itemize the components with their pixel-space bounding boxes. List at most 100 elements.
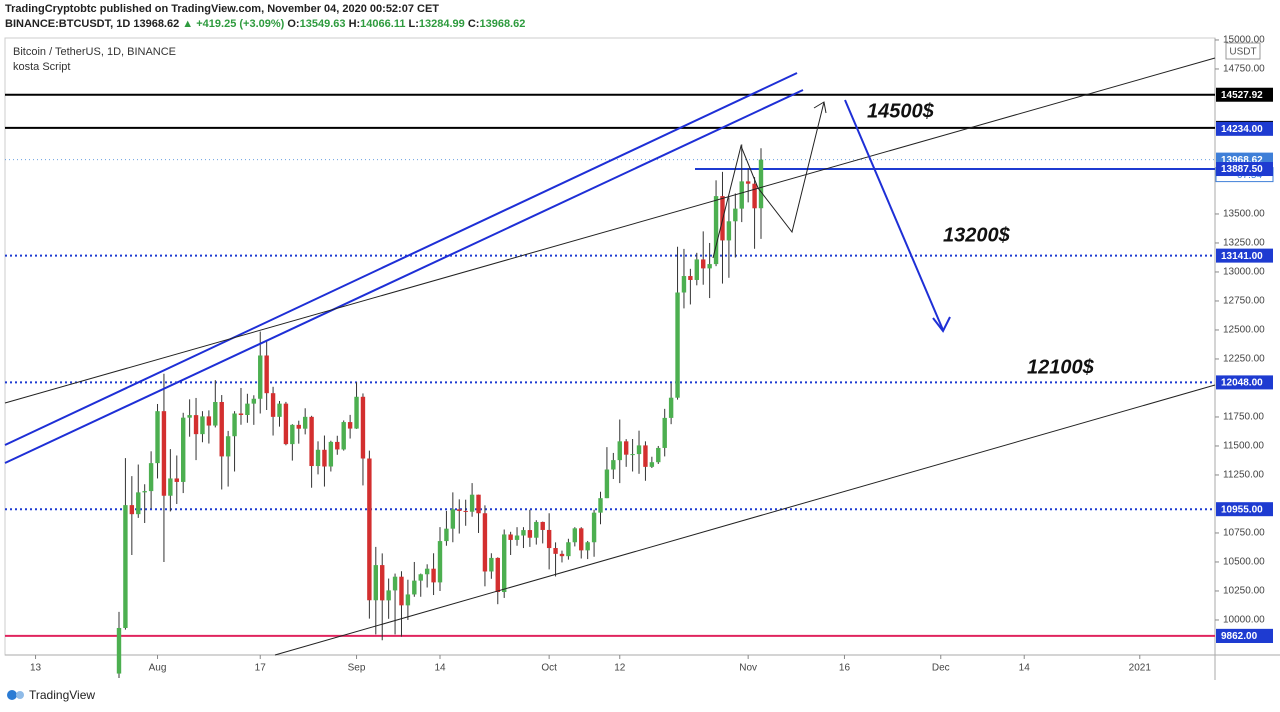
candle-body <box>521 530 526 536</box>
channel-line <box>4 72 798 446</box>
ohlc-label: C: <box>467 18 480 30</box>
candle-body <box>264 355 269 394</box>
candle-body <box>546 529 552 549</box>
candle-body <box>148 463 154 492</box>
arrow-head <box>932 316 951 333</box>
candle-body <box>302 416 308 429</box>
candle-body <box>116 627 122 674</box>
candle-body <box>514 535 520 540</box>
y-tick-label: 10750.00 <box>1223 528 1265 539</box>
candle-body <box>193 415 199 435</box>
candle-body <box>591 512 597 543</box>
trend-line <box>274 384 1216 656</box>
candle-body <box>752 183 757 209</box>
candle-body <box>572 528 578 543</box>
price-tag-label: 9862.00 <box>1221 631 1258 642</box>
annotation: 14500$ <box>867 100 935 122</box>
price: 13968.62 <box>133 18 180 30</box>
candle-body <box>611 460 616 470</box>
candle-body <box>457 509 462 511</box>
price-tag-label: 12048.00 <box>1221 378 1263 389</box>
candle-body <box>315 449 321 467</box>
candle-body <box>129 505 135 515</box>
price-tag <box>1216 628 1273 643</box>
x-tick-label: 13 <box>30 663 42 674</box>
x-tick-label: 14 <box>1019 663 1031 674</box>
candle-body <box>142 491 147 493</box>
ohlc-value: 14066.11 <box>360 18 406 30</box>
candle-body <box>245 403 250 415</box>
marks <box>5 93 1215 678</box>
y-tick-label: 13500.00 <box>1223 209 1265 220</box>
path-sketch <box>712 101 825 259</box>
ohlc-value: 13284.99 <box>418 18 465 30</box>
candle-body <box>739 181 744 209</box>
candle-body <box>534 521 539 538</box>
price-tag-label: 13141.00 <box>1221 251 1263 262</box>
x-tick-label: Aug <box>149 663 167 674</box>
candle-body <box>380 565 385 601</box>
candle-body <box>392 576 398 591</box>
candle-body <box>309 416 314 467</box>
candle-body <box>444 528 449 542</box>
ohlc-value: 13549.63 <box>299 18 346 30</box>
y-tick-label: 12500.00 <box>1223 325 1265 336</box>
candle-body <box>649 462 655 467</box>
pane <box>4 37 1216 656</box>
ohlc: O:13549.63 H:14066.11 L:13284.99 C:13968… <box>287 18 525 30</box>
candle-body <box>527 530 533 538</box>
price-tag <box>1216 375 1273 390</box>
candle-body <box>347 422 353 429</box>
y-tick-label: 12750.00 <box>1223 296 1265 307</box>
candle-body <box>290 424 295 445</box>
channel-line <box>4 89 804 464</box>
y-tick-label: 10500.00 <box>1223 557 1265 568</box>
symbol-line: BINANCE:BTCUSDT, 1D 13968.62 ▲ +419.25 (… <box>5 18 525 30</box>
candle-body <box>585 542 590 551</box>
x-tick-label: Sep <box>348 663 366 674</box>
candle-body <box>540 521 545 530</box>
candle-body <box>399 576 404 606</box>
price-tag <box>1216 87 1273 102</box>
candle-body <box>726 221 732 241</box>
candle-body <box>219 402 224 457</box>
candle-body <box>431 568 436 583</box>
price-tag-label: 14527.92 <box>1221 90 1263 101</box>
candle-body <box>373 565 378 601</box>
candle-body <box>367 458 372 601</box>
currency: USDT <box>1229 47 1256 58</box>
candle-body <box>251 398 257 404</box>
price-tag-label: 13887.50 <box>1221 164 1263 175</box>
ohlc-label: H: <box>348 18 361 30</box>
y-tick-label: 13000.00 <box>1223 267 1265 278</box>
logo <box>16 691 24 699</box>
y-tick-label: 11750.00 <box>1223 412 1264 423</box>
candle-body <box>681 276 687 293</box>
candle-body <box>463 510 468 512</box>
candle-body <box>469 494 475 512</box>
candle-body <box>630 454 635 456</box>
candle-body <box>707 264 712 269</box>
y-tick-label: 15000.00 <box>1223 35 1265 46</box>
brand-text: TradingView <box>29 688 95 702</box>
candle-body <box>136 492 141 515</box>
price-tag <box>1216 162 1273 177</box>
candle-body <box>418 574 423 581</box>
publisher-text: TradingCryptobtc published on TradingVie… <box>5 3 440 15</box>
candle-body <box>213 402 218 426</box>
candle-body <box>553 548 558 554</box>
x-tick-label: 16 <box>839 663 851 674</box>
candle-body <box>604 469 610 499</box>
candle-body <box>412 580 417 595</box>
candle-body <box>502 534 507 593</box>
candle-body <box>174 478 179 482</box>
candle-body <box>675 292 680 398</box>
candle-body <box>181 417 186 482</box>
projection-arrow <box>844 99 944 331</box>
candle-body <box>579 528 584 551</box>
change: ▲ +419.25 (+3.09%) <box>182 18 285 30</box>
candle-body <box>187 415 192 418</box>
candle-body <box>508 534 513 540</box>
candle-body <box>758 159 764 209</box>
